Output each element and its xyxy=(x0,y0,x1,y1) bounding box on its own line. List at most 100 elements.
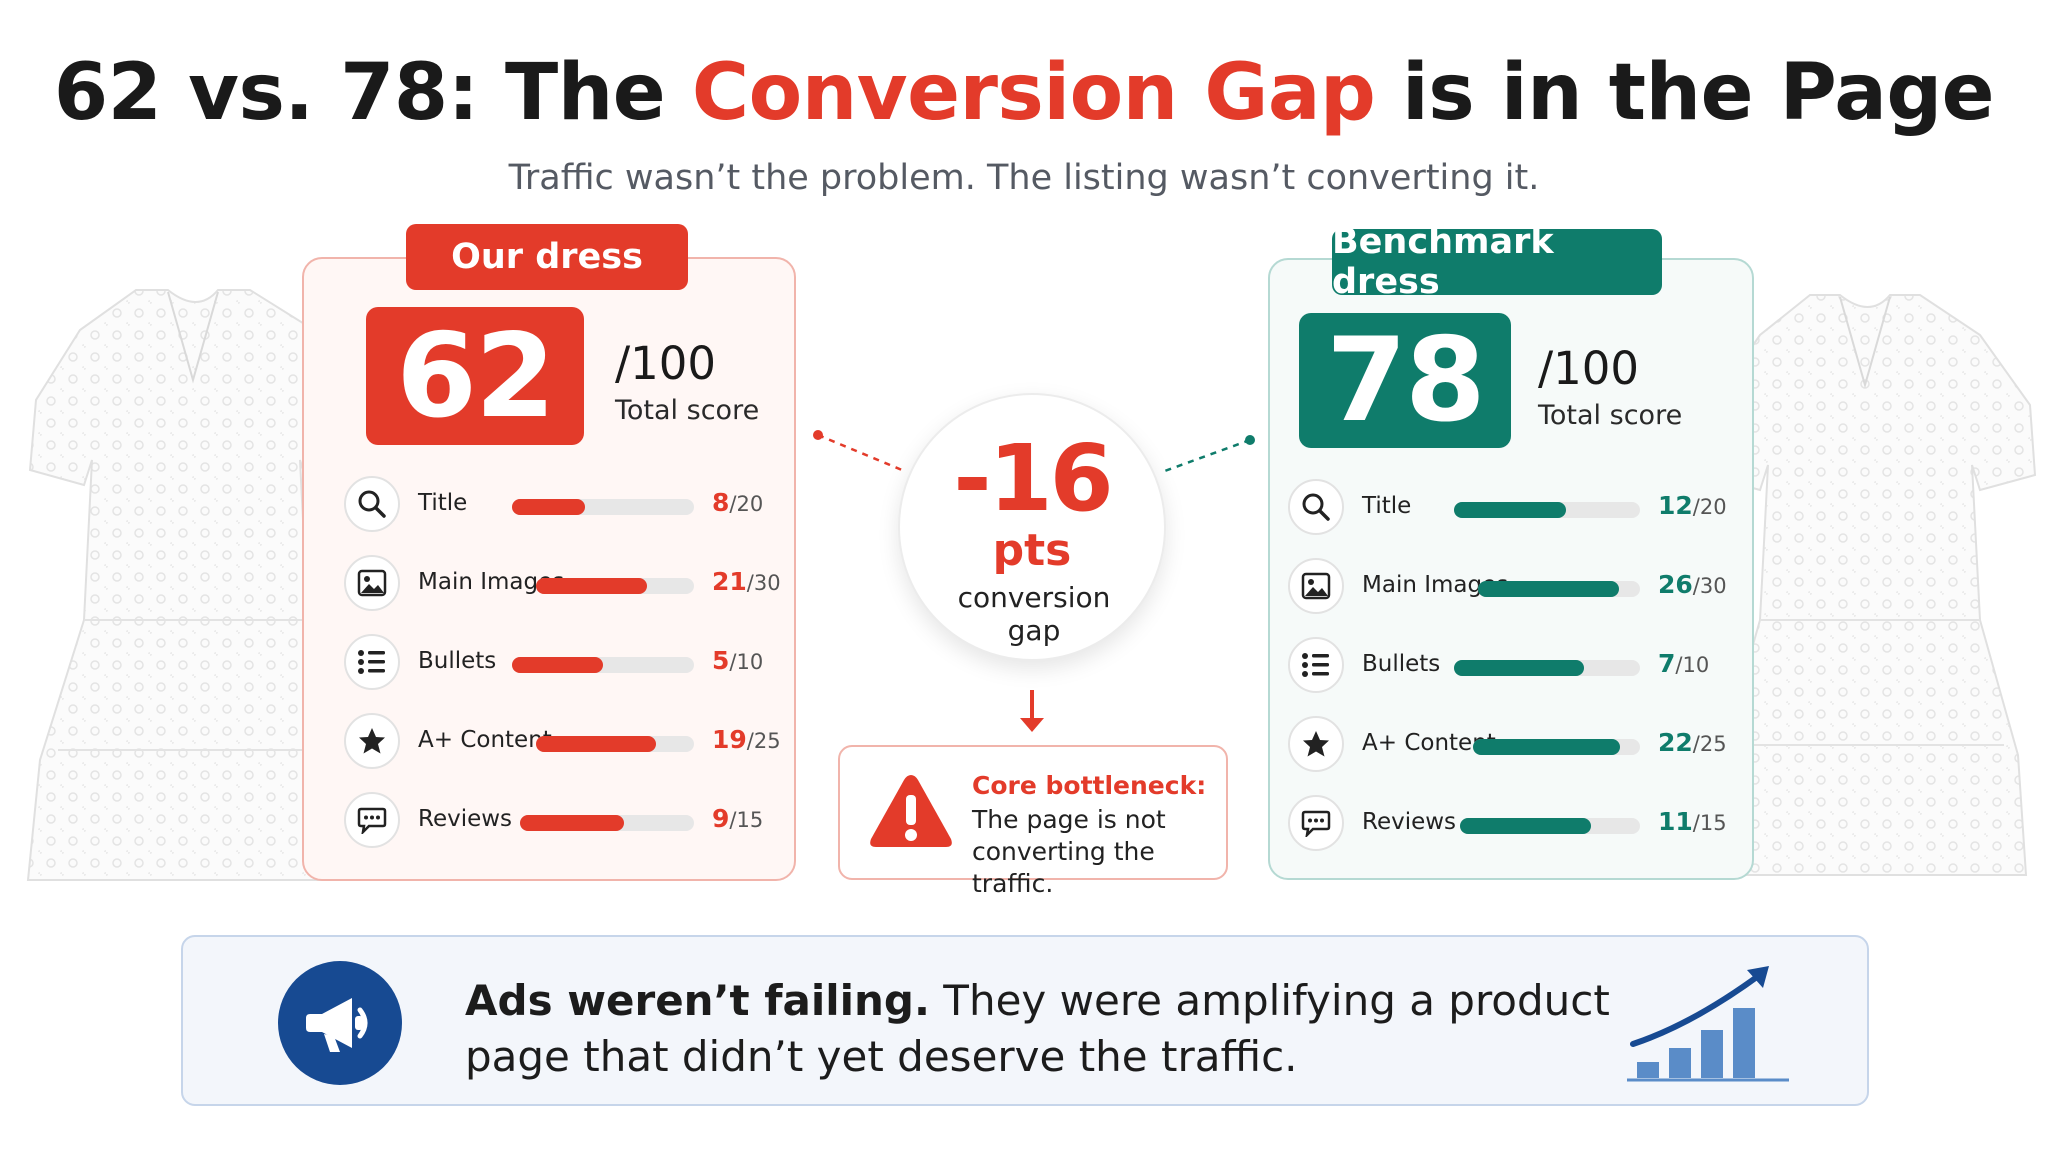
star-icon xyxy=(1288,716,1344,772)
our-dress-metric-score-max: /15 xyxy=(729,808,764,832)
our-dress-metric-row: Bullets 5/10 xyxy=(344,634,784,694)
our-dress-metric-label: A+ Content xyxy=(418,727,552,753)
benchmark-dress-metric-score-value: 11 xyxy=(1658,807,1693,836)
benchmark-dress-metric-bar-fill xyxy=(1454,502,1566,518)
chat-icon xyxy=(1288,795,1344,851)
our-dress-metric-score-value: 8 xyxy=(712,488,730,517)
page-subtitle: Traffic wasn’t the problem. The listing … xyxy=(508,158,1540,198)
benchmark-dress-metric-row: Title 12/20 xyxy=(1288,479,1738,539)
our-dress-metric-label: Title xyxy=(418,490,468,516)
star-icon xyxy=(344,713,400,769)
benchmark-dress-metric-score-max: /15 xyxy=(1692,811,1727,835)
our-dress-metric-score: 9/15 xyxy=(712,804,763,833)
benchmark-dress-metric-label: Reviews xyxy=(1362,809,1457,835)
benchmark-dress-metric-score: 12/20 xyxy=(1658,491,1727,520)
bottleneck-text: The page is not converting the traffic. xyxy=(972,805,1166,898)
our-dress-score: 62 xyxy=(366,307,584,445)
chat-icon xyxy=(344,792,400,848)
our-dress-metric-score-value: 19 xyxy=(712,725,747,754)
benchmark-dress-metric-bar-fill xyxy=(1473,739,1620,755)
our-dress-metric-bar-fill xyxy=(536,736,657,752)
our-dress-metric-row: A+ Content 19/25 xyxy=(344,713,784,773)
benchmark-dress-metric-score-max: /10 xyxy=(1675,653,1710,677)
gap-badge: -16 pts conversion gap xyxy=(898,393,1166,661)
benchmark-dress-metric-score-value: 12 xyxy=(1658,491,1693,520)
benchmark-dress-metric-score-value: 22 xyxy=(1658,728,1693,757)
our-dress-metric-score: 21/30 xyxy=(712,567,781,596)
gap-value: -16 xyxy=(953,425,1113,532)
benchmark-dress-metric-score-max: /25 xyxy=(1692,732,1727,756)
benchmark-dress-metric-row: Bullets 7/10 xyxy=(1288,637,1738,697)
benchmark-dress-metric-score: 22/25 xyxy=(1658,728,1727,757)
insight-banner: Ads weren’t failing. They were amplifyin… xyxy=(181,935,1869,1106)
search-icon xyxy=(1288,479,1344,535)
our-dress-metric-row: Reviews 9/15 xyxy=(344,792,784,852)
our-dress-metric-label: Bullets xyxy=(418,648,497,674)
our-dress-tag: Our dress xyxy=(406,224,688,290)
benchmark-dress-metric-score: 7/10 xyxy=(1658,649,1709,678)
our-dress-metric-score: 19/25 xyxy=(712,725,781,754)
bottleneck-title: Core bottleneck: xyxy=(972,771,1207,800)
image-icon xyxy=(1288,558,1344,614)
list-icon xyxy=(344,634,400,690)
benchmark-dress-metric-row: Reviews 11/15 xyxy=(1288,795,1738,855)
benchmark-dress-metric-bar-track xyxy=(1473,739,1640,755)
page-title: 62 vs. 78: The Conversion Gap is in the … xyxy=(0,48,2048,138)
our-dress-metric-score-value: 5 xyxy=(712,646,730,675)
bottleneck-callout: Core bottleneck: The page is not convert… xyxy=(838,745,1228,898)
our-dress-metric-bar-fill xyxy=(512,657,603,673)
benchmark-dress-total-label: Total score xyxy=(1538,400,1683,431)
benchmark-dress-metric-label: Title xyxy=(1362,493,1412,519)
our-dress-metric-bar-track xyxy=(512,657,694,673)
benchmark-dress-metric-score: 26/30 xyxy=(1658,570,1727,599)
our-dress-metric-score-max: /25 xyxy=(746,729,781,753)
benchmark-dress-metric-bar-fill xyxy=(1460,818,1592,834)
gap-caption: conversion gap xyxy=(957,581,1111,647)
benchmark-dress-out-of: /100 xyxy=(1538,342,1640,395)
our-dress-metric-score-max: /30 xyxy=(746,571,781,595)
our-dress-metric-bar-track xyxy=(536,736,694,752)
our-dress-metric-bar-track xyxy=(536,578,694,594)
warning-icon xyxy=(870,775,952,847)
our-dress-metric-score: 5/10 xyxy=(712,646,763,675)
benchmark-dress-metric-label: Bullets xyxy=(1362,651,1441,677)
our-dress-metric-score-max: /10 xyxy=(729,650,764,674)
our-dress-metric-bar-fill xyxy=(512,499,585,515)
image-icon xyxy=(344,555,400,611)
list-icon xyxy=(1288,637,1344,693)
search-icon xyxy=(344,476,400,532)
our-dress-metric-bar-fill xyxy=(536,578,647,594)
our-dress-metric-score-value: 21 xyxy=(712,567,747,596)
our-dress-metric-bar-fill xyxy=(520,815,625,831)
our-dress-metric-row: Main Images 21/30 xyxy=(344,555,784,615)
benchmark-dress-metric-bar-track xyxy=(1454,660,1640,676)
benchmark-dress-metric-score: 11/15 xyxy=(1658,807,1727,836)
banner-message: Ads weren’t failing. They were amplifyin… xyxy=(465,973,1615,1085)
our-dress-metric-label: Reviews xyxy=(418,806,513,832)
benchmark-dress-metric-score-value: 26 xyxy=(1658,570,1693,599)
banner-body: They were amplifying a product page that… xyxy=(465,976,1610,1081)
our-dress-metric-bar-track xyxy=(520,815,694,831)
our-dress-out-of: /100 xyxy=(615,337,717,390)
growth-chart-icon xyxy=(1627,966,1789,1082)
benchmark-dress-metric-bar-fill xyxy=(1478,581,1619,597)
title-suffix: is in the Page xyxy=(1375,48,1995,138)
benchmark-dress-metric-score-max: /30 xyxy=(1692,574,1727,598)
benchmark-dress-tag: Benchmark dress xyxy=(1332,222,1662,302)
our-dress-metric-score: 8/20 xyxy=(712,488,763,517)
our-dress-metric-row: Title 8/20 xyxy=(344,476,784,536)
our-dress-total-label: Total score xyxy=(615,395,760,426)
benchmark-dress-metric-score-value: 7 xyxy=(1658,649,1676,678)
megaphone-icon xyxy=(278,961,402,1085)
gap-unit: pts xyxy=(992,525,1072,576)
benchmark-dress-metric-bar-fill xyxy=(1454,660,1585,676)
benchmark-dress-score: 78 xyxy=(1299,313,1511,448)
title-accent: Conversion Gap xyxy=(691,48,1376,138)
our-dress-metric-bar-track xyxy=(512,499,694,515)
benchmark-dress-metric-bar-track xyxy=(1460,818,1640,834)
benchmark-dress-metric-bar-track xyxy=(1454,502,1640,518)
title-prefix: 62 vs. 78: The xyxy=(53,48,692,138)
dress-image-right xyxy=(1704,294,2037,876)
our-dress-metric-score-value: 9 xyxy=(712,804,730,833)
our-dress-metric-score-max: /20 xyxy=(729,492,764,516)
